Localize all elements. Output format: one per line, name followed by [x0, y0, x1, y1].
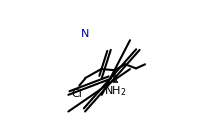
Text: NH$_2$: NH$_2$: [104, 84, 126, 98]
Text: N: N: [81, 29, 89, 39]
Text: Cl: Cl: [72, 89, 82, 99]
